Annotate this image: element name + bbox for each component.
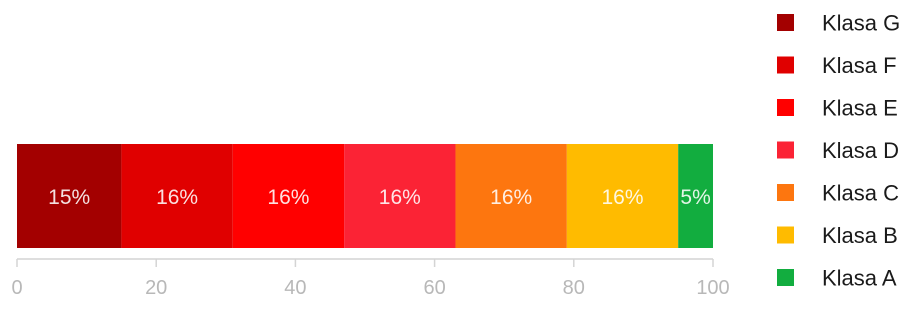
x-tick-label: 100 <box>696 277 729 299</box>
legend-item-klasa-g: Klasa G <box>777 11 900 36</box>
bar-segment-klasa-f <box>121 144 233 248</box>
legend-item-klasa-a: Klasa A <box>777 266 897 291</box>
legend-swatch <box>777 14 794 31</box>
data-label-klasa-a: 5% <box>680 186 710 209</box>
legend-swatch <box>777 141 794 159</box>
data-label-klasa-c: 16% <box>490 186 532 209</box>
legend-label: Klasa F <box>822 53 897 78</box>
legend-item-klasa-c: Klasa C <box>777 181 899 206</box>
legend-label: Klasa G <box>822 11 900 36</box>
bar-segments: 15% 16% 16% 16% 16% 16% 5% <box>17 144 713 248</box>
data-label-klasa-g: 15% <box>48 186 90 209</box>
legend-item-klasa-f: Klasa F <box>777 53 897 78</box>
bar-segment-klasa-b <box>566 144 679 248</box>
bar-segment-klasa-c <box>455 144 567 248</box>
legend-swatch <box>777 269 794 286</box>
data-label-klasa-e: 16% <box>267 186 309 209</box>
legend-item-klasa-d: Klasa D <box>777 138 899 163</box>
legend-label: Klasa D <box>822 138 899 163</box>
x-tick-label: 0 <box>11 277 22 299</box>
data-label-klasa-d: 16% <box>379 186 421 209</box>
legend-label: Klasa E <box>822 96 898 121</box>
bar-segment-klasa-g <box>17 144 122 248</box>
legend: Klasa G Klasa F Klasa E Klasa D Klasa C Klasa… <box>777 11 900 291</box>
legend-swatch <box>777 99 794 116</box>
x-tick-label: 20 <box>145 277 167 299</box>
legend-swatch <box>777 226 794 244</box>
data-label-klasa-b: 16% <box>602 186 644 209</box>
legend-label: Klasa B <box>822 223 898 248</box>
legend-item-klasa-e: Klasa E <box>777 96 898 121</box>
x-axis: 0 20 40 60 80 100 <box>11 258 730 299</box>
legend-item-klasa-b: Klasa B <box>777 223 898 248</box>
legend-label: Klasa A <box>822 266 897 291</box>
x-tick-label: 40 <box>284 277 306 299</box>
bar-segment-klasa-a <box>678 144 713 248</box>
x-tick-label: 60 <box>423 277 445 299</box>
bar-segment-klasa-e <box>232 144 345 248</box>
data-label-klasa-f: 16% <box>156 186 198 209</box>
bar-segment-klasa-d <box>344 144 456 248</box>
x-tick-label: 80 <box>563 277 585 299</box>
legend-swatch <box>777 56 794 74</box>
legend-swatch <box>777 184 794 201</box>
legend-label: Klasa C <box>822 181 899 206</box>
